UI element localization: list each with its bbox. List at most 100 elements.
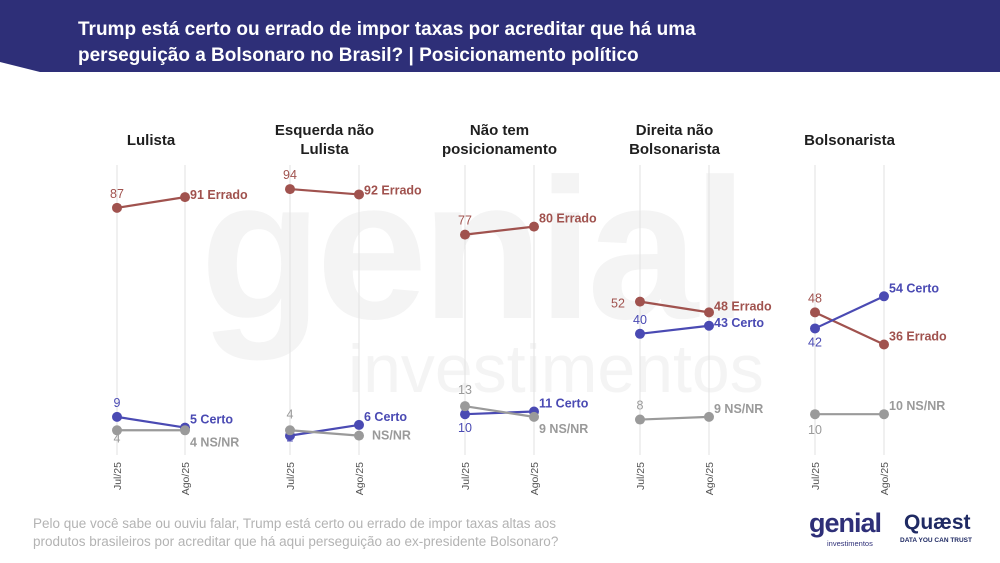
panel-5-series-nsnr-point-ago bbox=[879, 409, 889, 420]
header-banner bbox=[0, 0, 1000, 72]
panel-title-3-line-2: posicionamento bbox=[442, 141, 557, 158]
panel-1-series-nsnr-point-ago bbox=[180, 425, 190, 436]
panel-3-series-errado-point-jul bbox=[460, 229, 470, 240]
panel-5-label-certo-jul: 42 bbox=[808, 335, 822, 349]
panel-2-series-certo-point-ago bbox=[354, 419, 364, 430]
panel-5-series-certo-point-ago bbox=[879, 291, 889, 302]
panel-1-series-errado-point-ago bbox=[180, 192, 190, 203]
panel-5-series-errado-point-jul bbox=[810, 307, 820, 318]
panel-4-series-nsnr-point-ago bbox=[704, 411, 714, 422]
panel-1-label-nsnr-jul: 4 bbox=[114, 431, 121, 445]
panel-5-series-errado-point-ago bbox=[879, 339, 889, 350]
panel-5-label-nsnr-jul: 10 bbox=[808, 423, 822, 437]
panel-2-series-errado-point-jul bbox=[285, 184, 295, 195]
panel-2-series-errado-point-ago bbox=[354, 189, 364, 200]
banner-shape bbox=[0, 0, 1000, 72]
panel-2-series-certo-line bbox=[289, 423, 360, 437]
panel-4-label-errado-ago: 48 Errado bbox=[714, 299, 772, 313]
genial-logo-sub: investimentos bbox=[827, 539, 873, 548]
page-title-line-1: Trump está certo ou errado de impor taxa… bbox=[78, 19, 696, 40]
panel-title-4-line-2: Bolsonarista bbox=[629, 141, 721, 158]
panel-4-series-errado-line bbox=[639, 300, 710, 314]
panel-1-series-certo-line bbox=[116, 415, 186, 429]
panel-3-series-errado-point-ago bbox=[529, 221, 539, 232]
panel-2-label-certo-jul: 2 bbox=[287, 431, 294, 445]
panel-2-label-nsnr-jul: 4 bbox=[287, 407, 294, 421]
panel-3-label-errado-jul: 77 bbox=[458, 214, 472, 228]
panel-4-series-errado-point-ago bbox=[704, 307, 714, 318]
panel-2-label-errado-ago: 92 Errado bbox=[364, 183, 422, 197]
panel-3-x-tick-2: Ago/25 bbox=[529, 462, 541, 495]
panel-3-label-nsnr-ago: 9 NS/NR bbox=[539, 422, 588, 436]
panel-1-label-errado-ago: 91 Errado bbox=[190, 188, 248, 202]
panel-5-label-errado-jul: 48 bbox=[808, 291, 822, 305]
panel-title-5-line-1: Bolsonarista bbox=[804, 132, 896, 149]
panel-title-2-line-1: Esquerda não bbox=[275, 122, 374, 139]
panel-5-label-certo-ago: 54 Certo bbox=[889, 281, 939, 295]
panel-4-x-tick-2: Ago/25 bbox=[704, 462, 716, 495]
panel-2-label-errado-jul: 94 bbox=[283, 168, 297, 182]
panel-4-label-errado-jul: 52 bbox=[611, 297, 625, 311]
panel-4-series-errado-point-jul bbox=[635, 296, 645, 307]
page-title-line-2: perseguição a Bolsonaro no Brasil? | Pos… bbox=[78, 45, 639, 66]
footnote-line-2: produtos brasileiros por acreditar que h… bbox=[33, 534, 559, 549]
panel-title-4-line-1: Direita não bbox=[636, 122, 714, 139]
panel-4-series-nsnr-line bbox=[639, 415, 710, 421]
footnote-line-1: Pelo que você sabe ou ouviu falar, Trump… bbox=[33, 516, 557, 531]
panel-4-label-nsnr-ago: 9 NS/NR bbox=[714, 402, 763, 416]
quaest-logo-sub: DATA YOU CAN TRUST bbox=[900, 537, 972, 544]
panel-1-label-certo-ago: 5 Certo bbox=[190, 413, 233, 427]
genial-logo: genial investimentos bbox=[809, 508, 891, 550]
panel-3-label-nsnr-jul: 13 bbox=[458, 383, 472, 397]
panel-1-series-nsnr-point-jul bbox=[112, 425, 122, 436]
panel-3-series-certo-point-jul bbox=[460, 409, 470, 420]
panel-3-label-certo-ago: 11 Certo bbox=[539, 397, 589, 411]
panel-5-series-errado-line bbox=[814, 311, 885, 346]
panel-4-label-nsnr-jul: 8 bbox=[637, 399, 644, 413]
panel-5-label-nsnr-ago: 10 NS/NR bbox=[889, 399, 945, 413]
footnote: Pelo que você sabe ou ouviu falar, Trump… bbox=[33, 515, 673, 551]
panel-1-series-certo-point-jul bbox=[112, 411, 122, 422]
panel-3-series-nsnr-line bbox=[464, 405, 535, 418]
panel-2-label-nsnr-ago: NS/NR bbox=[372, 429, 411, 443]
panel-2-series-nsnr-point-ago bbox=[354, 430, 364, 441]
panel-1-label-errado-jul: 87 bbox=[110, 187, 124, 201]
panel-1-label-certo-jul: 9 bbox=[114, 396, 121, 410]
panel-1-x-tick-1: Jul/25 bbox=[112, 462, 124, 490]
panel-4-label-certo-ago: 43 Certo bbox=[714, 316, 764, 330]
panel-2-x-tick-2: Ago/25 bbox=[354, 462, 366, 495]
panel-4-x-tick-1: Jul/25 bbox=[635, 462, 647, 490]
panel-5-x-tick-2: Ago/25 bbox=[879, 462, 891, 495]
panel-5-series-certo-line bbox=[814, 295, 885, 330]
panel-3-series-nsnr-point-jul bbox=[460, 401, 470, 412]
panel-1-series-errado-point-jul bbox=[112, 202, 122, 213]
quaest-logo: Quæst DATA YOU CAN TRUST bbox=[900, 511, 980, 550]
panel-2-label-certo-ago: 6 Certo bbox=[364, 410, 407, 424]
panel-4-series-certo-point-jul bbox=[635, 328, 645, 339]
panel-3-label-certo-jul: 10 bbox=[458, 421, 472, 435]
panel-4-series-certo-line bbox=[639, 324, 710, 335]
panel-4-series-nsnr-point-jul bbox=[635, 414, 645, 425]
panel-2-series-nsnr-point-jul bbox=[285, 425, 295, 436]
panel-5-series-certo-point-jul bbox=[810, 323, 820, 334]
panel-1-x-tick-2: Ago/25 bbox=[180, 462, 192, 495]
panel-5-x-tick-1: Jul/25 bbox=[810, 462, 822, 490]
panel-3-series-errado-line bbox=[464, 225, 535, 236]
panel-2-series-errado-line bbox=[289, 187, 360, 196]
panel-title-2-line-2: Lulista bbox=[300, 141, 349, 158]
panel-5-series-nsnr-point-jul bbox=[810, 409, 820, 420]
panel-1-series-errado-line bbox=[116, 196, 186, 209]
panel-3-label-errado-ago: 80 Errado bbox=[539, 212, 597, 226]
genial-logo-word: genial bbox=[809, 508, 882, 538]
panel-3-x-tick-1: Jul/25 bbox=[460, 462, 472, 490]
panel-4-series-certo-point-ago bbox=[704, 320, 714, 331]
panel-4-label-certo-jul: 40 bbox=[633, 313, 647, 327]
panel-3-series-nsnr-point-ago bbox=[529, 411, 539, 422]
panel-5-label-errado-ago: 36 Errado bbox=[889, 330, 947, 344]
panel-1-label-nsnr-ago: 4 NS/NR bbox=[190, 435, 239, 449]
chart-area: Lulista Jul/25 Ago/25 87 91 Errado 9 5 Certo 4 4… bbox=[110, 122, 947, 495]
panel-title-1-line-1: Lulista bbox=[127, 132, 176, 149]
quaest-logo-word: Quæst bbox=[904, 511, 971, 534]
panel-title-3-line-1: Não tem bbox=[470, 122, 529, 139]
panel-2-x-tick-1: Jul/25 bbox=[285, 462, 297, 490]
